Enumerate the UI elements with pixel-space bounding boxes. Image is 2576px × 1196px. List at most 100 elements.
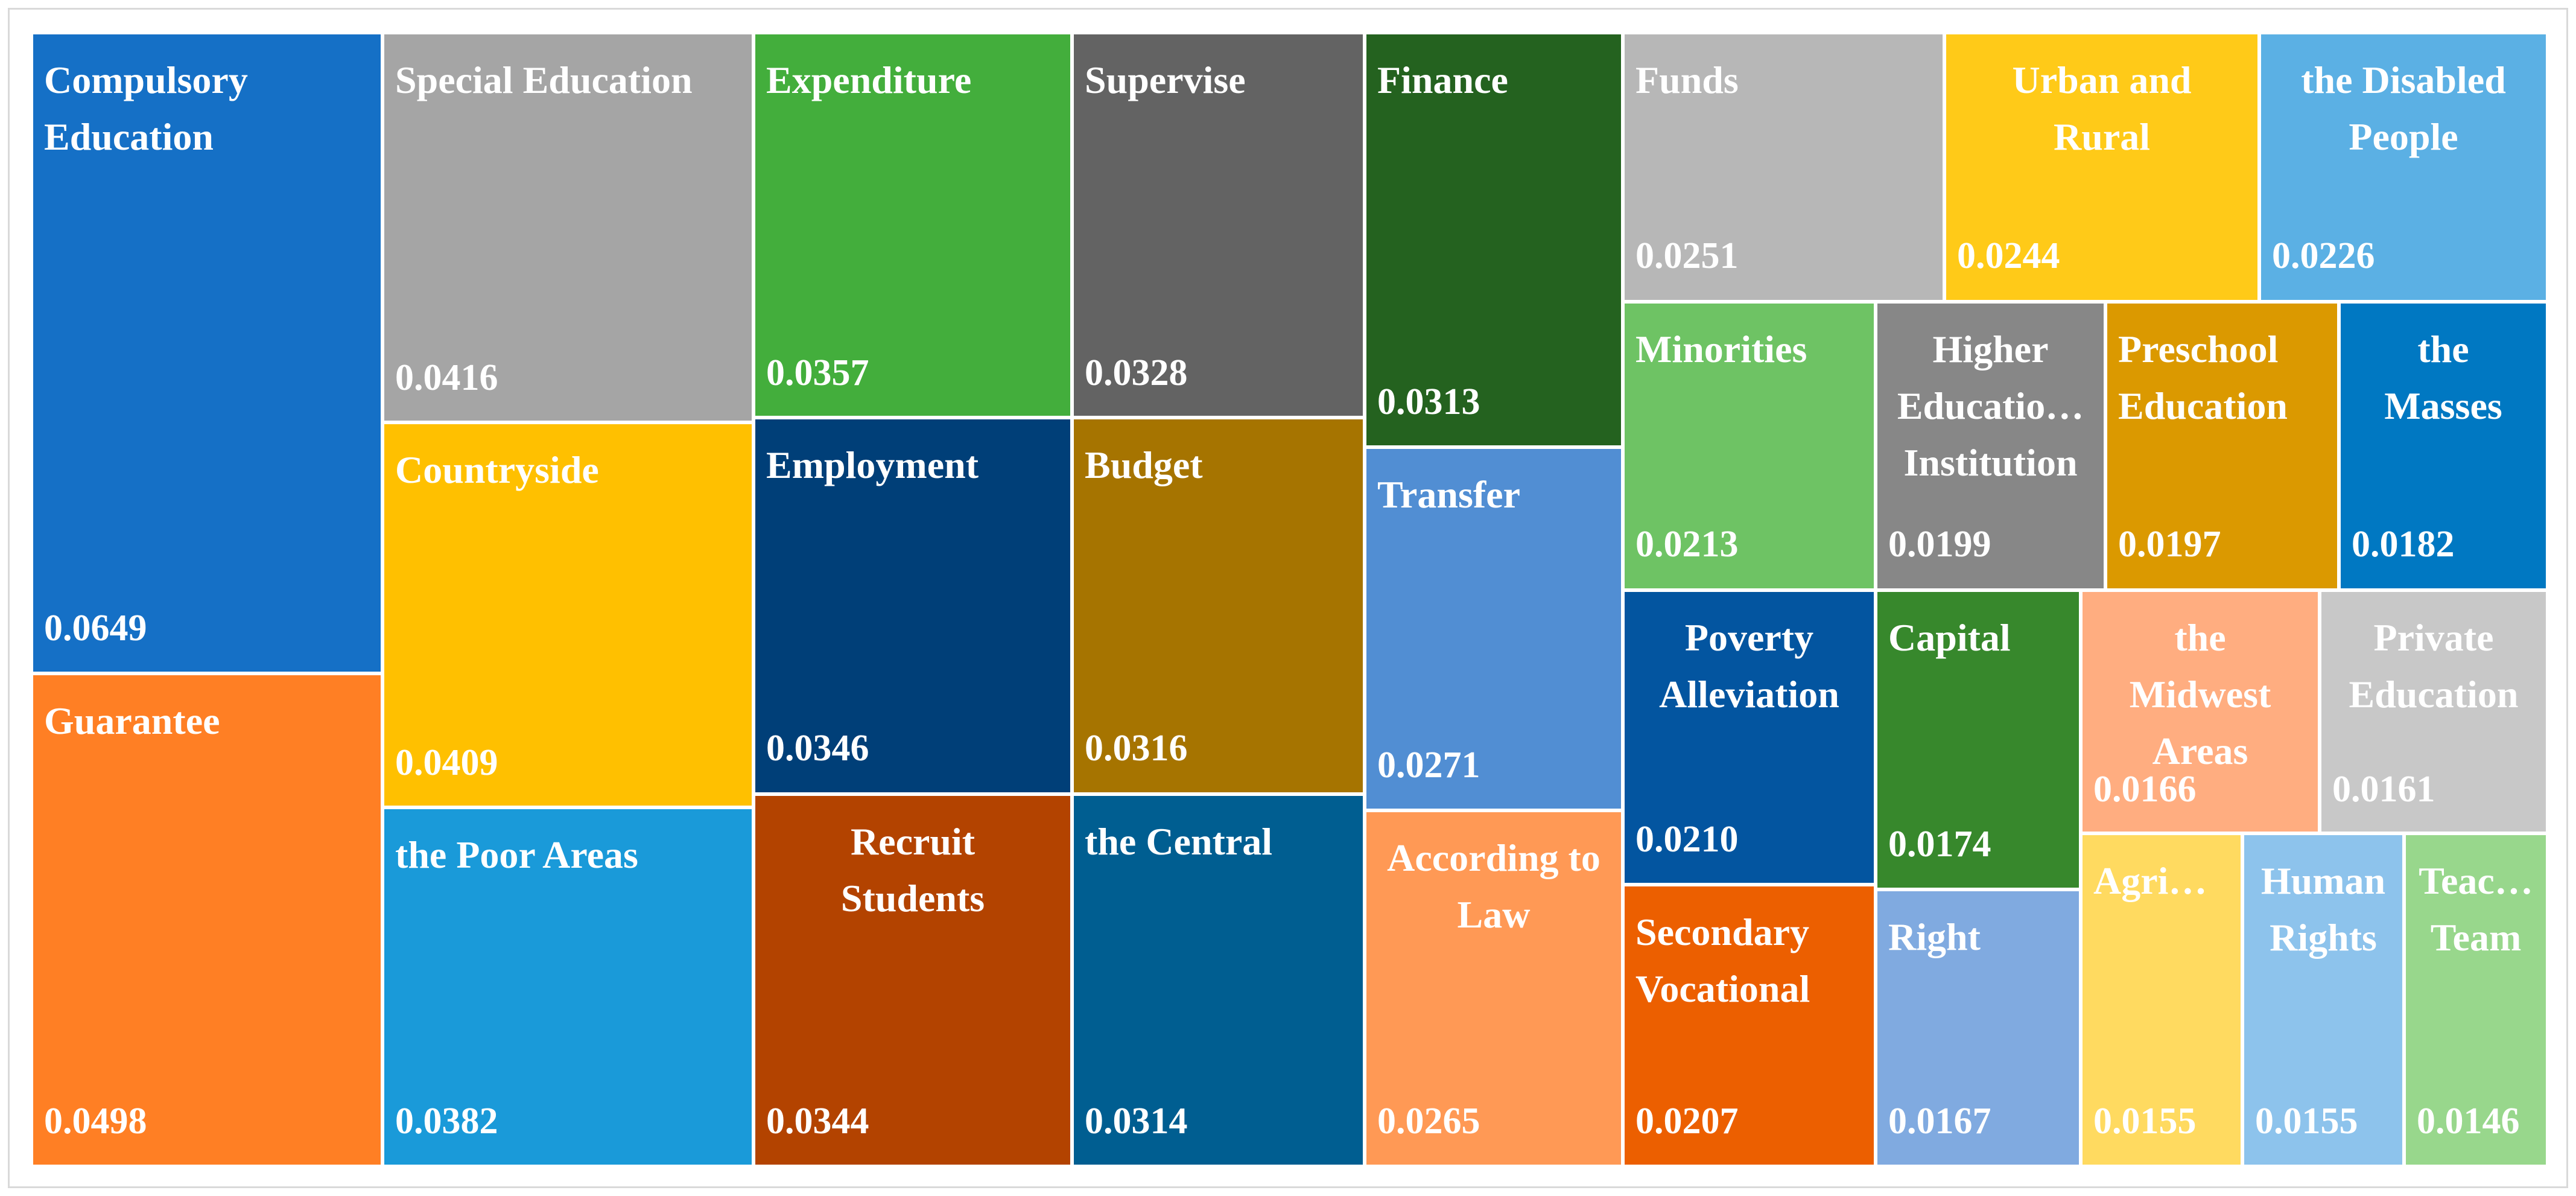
chart-frame: Compulsory Education 0.0649 Guarantee 0.0498… <box>8 8 2568 1188</box>
treemap-label: Agri… <box>2093 859 2207 902</box>
treemap-rect <box>1366 449 1621 809</box>
treemap-value: 0.0649 <box>44 608 147 649</box>
treemap-cell-the-poor-areas: the Poor Areas 0.0382 <box>384 809 752 1165</box>
treemap-label: Compulsory <box>44 59 248 101</box>
treemap-cell-poverty-alleviation: Poverty Alleviation 0.0210 <box>1625 592 1874 883</box>
treemap-label: Employment <box>766 444 979 486</box>
treemap-value: 0.0197 <box>2118 524 2221 565</box>
treemap-value: 0.0174 <box>1888 824 1991 865</box>
treemap-rect <box>2244 835 2402 1165</box>
treemap-rect <box>1074 419 1363 792</box>
treemap-rect <box>1946 34 2257 300</box>
treemap-value: 0.0207 <box>1635 1101 1739 1142</box>
treemap-label: Budget <box>1085 444 1203 486</box>
treemap-label: Students <box>841 877 985 920</box>
treemap-rect <box>384 34 752 421</box>
treemap-rect <box>755 34 1070 416</box>
treemap-label: Capital <box>1888 616 2011 659</box>
treemap-cell-capital: Capital 0.0174 <box>1877 592 2079 888</box>
treemap-label: Private <box>2374 616 2494 659</box>
treemap-cell-right: Right 0.0167 <box>1877 891 2079 1165</box>
treemap-cell-teacher-team: Teac… Team 0.0146 <box>2406 835 2546 1165</box>
treemap-label: the Disabled <box>2301 59 2506 101</box>
treemap-label: Masses <box>2384 384 2502 427</box>
treemap-cell-guarantee: Guarantee 0.0498 <box>33 675 381 1165</box>
treemap-rect <box>2406 835 2546 1165</box>
treemap-rect <box>2261 34 2546 300</box>
treemap-label: Urban and <box>2013 59 2192 101</box>
treemap-rect <box>755 419 1070 792</box>
treemap-rect <box>2083 592 2318 832</box>
treemap-value: 0.0265 <box>1377 1101 1480 1142</box>
treemap-value: 0.0166 <box>2093 769 2197 810</box>
treemap-value: 0.0244 <box>1957 235 2060 276</box>
treemap-label: Right <box>1888 915 1981 958</box>
treemap-label: Funds <box>1635 59 1739 101</box>
treemap-value: 0.0210 <box>1635 819 1739 860</box>
treemap-label: Minorities <box>1635 328 1807 371</box>
treemap-value: 0.0161 <box>2332 769 2435 810</box>
treemap-value: 0.0344 <box>766 1101 869 1142</box>
treemap-value: 0.0155 <box>2093 1101 2197 1142</box>
treemap-value: 0.0213 <box>1635 524 1739 565</box>
treemap-cell-minorities: Minorities 0.0213 <box>1625 304 1874 588</box>
treemap-label: Education <box>2118 384 2288 427</box>
treemap-cell-expenditure: Expenditure 0.0357 <box>755 34 1070 416</box>
treemap-label: Poverty <box>1685 616 1813 659</box>
treemap-label: Alleviation <box>1659 673 1839 716</box>
treemap-label: Expenditure <box>766 59 971 101</box>
treemap-rect <box>384 424 752 806</box>
treemap-value: 0.0314 <box>1085 1101 1188 1142</box>
treemap-rect <box>1074 34 1363 416</box>
treemap-value: 0.0146 <box>2417 1101 2520 1142</box>
treemap-value: 0.0313 <box>1377 381 1480 422</box>
treemap-value: 0.0328 <box>1085 352 1188 393</box>
treemap-label: Team <box>2431 916 2522 959</box>
treemap-cell-human-rights: Human Rights 0.0155 <box>2244 835 2402 1165</box>
treemap-rect <box>1877 304 2104 588</box>
treemap-value: 0.0357 <box>766 352 869 393</box>
treemap-value: 0.0382 <box>395 1101 498 1142</box>
treemap-rect <box>1625 34 1943 300</box>
treemap-rect <box>1625 886 1874 1165</box>
treemap-label: Recruit <box>851 820 976 863</box>
treemap-value: 0.0226 <box>2272 235 2375 276</box>
treemap-cell-transfer: Transfer 0.0271 <box>1366 449 1621 809</box>
treemap-value: 0.0346 <box>766 728 869 769</box>
treemap-cell-higher-education-institution: Higher Educatio… Institution 0.0199 <box>1877 304 2104 588</box>
treemap-value: 0.0409 <box>395 742 498 783</box>
treemap-value: 0.0416 <box>395 357 498 398</box>
treemap-value: 0.0155 <box>2255 1101 2358 1142</box>
treemap-label: the Central <box>1085 820 1272 863</box>
treemap-label: Supervise <box>1085 59 1246 101</box>
treemap-label: Rural <box>2054 115 2150 158</box>
treemap-rect <box>2341 304 2546 588</box>
treemap-label: Preschool <box>2118 328 2278 371</box>
treemap-label: Higher <box>1933 328 2049 371</box>
treemap-cell-private-education: Private Education 0.0161 <box>2321 592 2546 832</box>
treemap-label: the <box>2417 328 2469 371</box>
treemap-label: Rights <box>2270 916 2377 959</box>
treemap-cell-supervise: Supervise 0.0328 <box>1074 34 1363 416</box>
treemap-label: Education <box>44 115 214 158</box>
treemap-label: Finance <box>1377 59 1508 101</box>
treemap-value: 0.0182 <box>2352 524 2455 565</box>
treemap-cell-urban-and-rural: Urban and Rural 0.0244 <box>1946 34 2257 300</box>
treemap-label: People <box>2349 115 2458 158</box>
treemap-cell-budget: Budget 0.0316 <box>1074 419 1363 792</box>
treemap-rect <box>384 809 752 1165</box>
treemap-cell-special-education: Special Education 0.0416 <box>384 34 752 421</box>
treemap-cell-employment: Employment 0.0346 <box>755 419 1070 792</box>
treemap-rect <box>1877 592 2079 888</box>
treemap-label: Countryside <box>395 448 599 491</box>
treemap-cell-preschool-education: Preschool Education 0.0197 <box>2107 304 2337 588</box>
treemap-cell-the-disabled-people: the Disabled People 0.0226 <box>2261 34 2546 300</box>
treemap-rect <box>1366 34 1621 445</box>
treemap-chart: Compulsory Education 0.0649 Guarantee 0.0498… <box>33 34 2546 1165</box>
treemap-label: Law <box>1458 893 1531 936</box>
treemap-value: 0.0316 <box>1085 728 1188 769</box>
treemap-label: Educatio… <box>1897 384 2084 427</box>
treemap-cell-agriculture: Agri… 0.0155 <box>2083 835 2241 1165</box>
treemap-cell-compulsory-education: Compulsory Education 0.0649 <box>33 34 381 672</box>
